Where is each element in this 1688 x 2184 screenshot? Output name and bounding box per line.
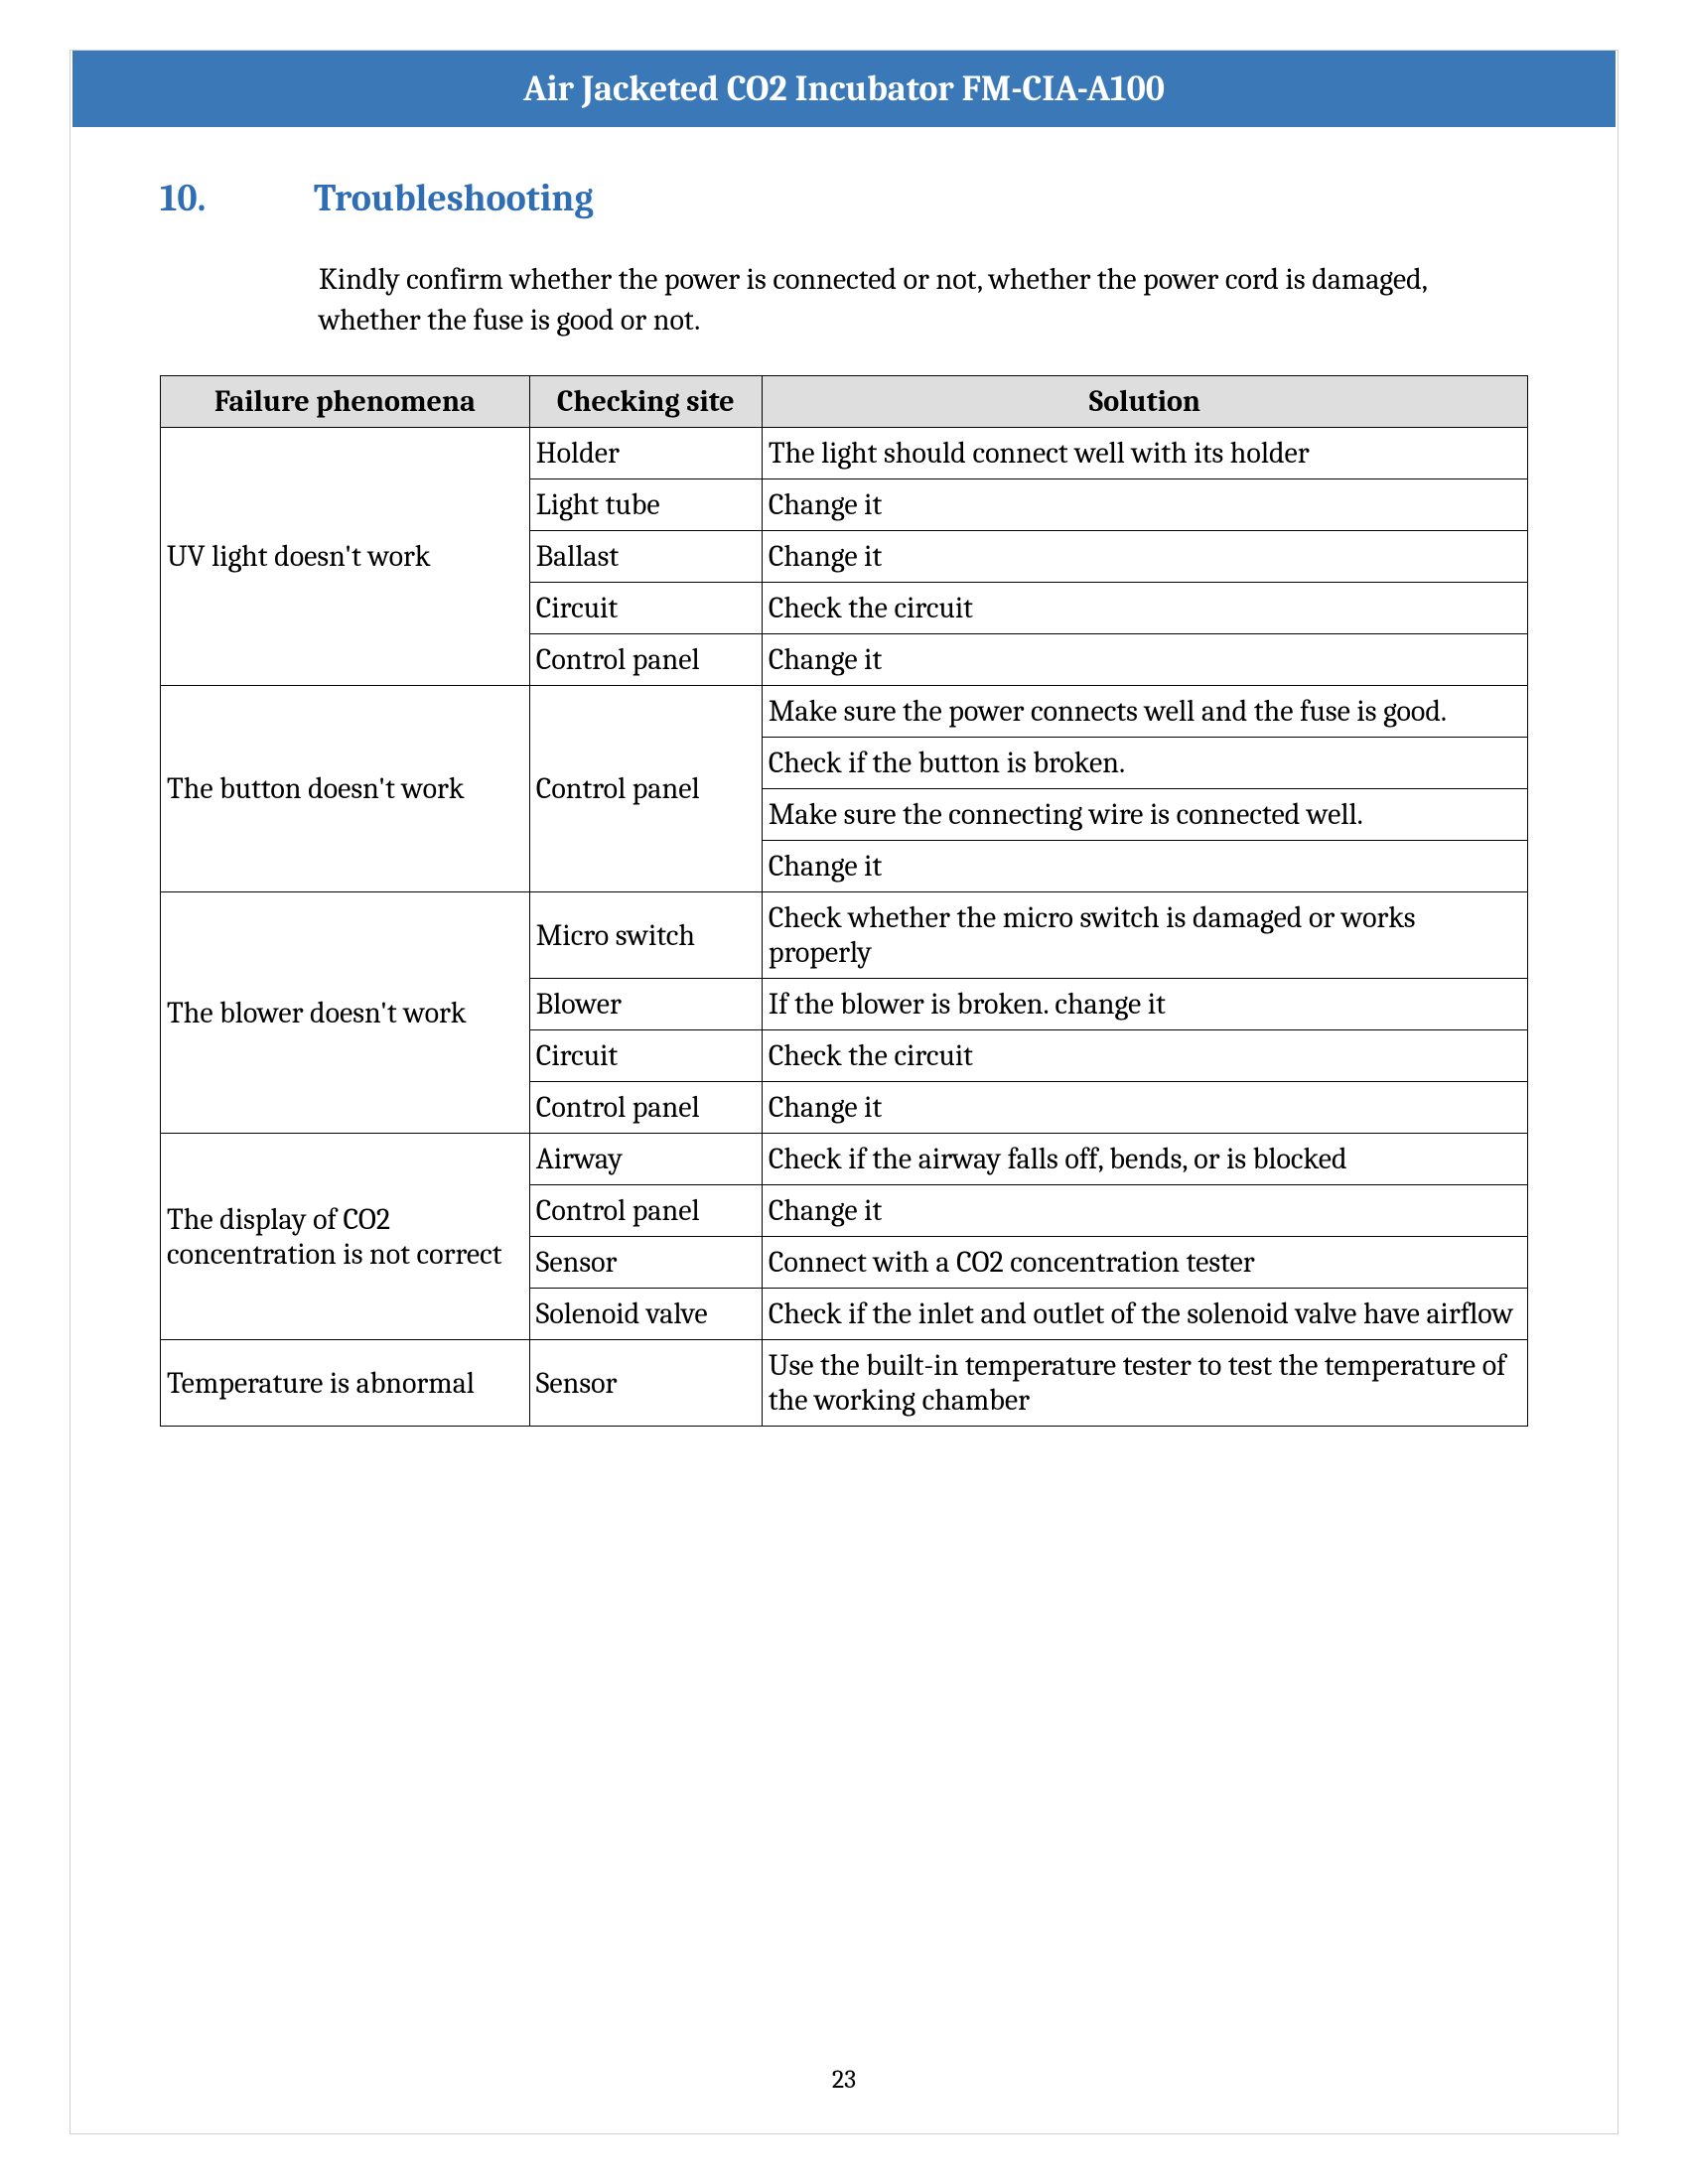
checking-cell: Blower [529,979,762,1030]
solution-cell: Check the circuit [762,583,1527,634]
checking-cell: Control panel [529,1185,762,1237]
checking-cell: Holder [529,428,762,479]
failure-cell: Temperature is abnormal [161,1340,530,1427]
checking-cell: Circuit [529,1030,762,1082]
solution-cell: The light should connect well with its h… [762,428,1527,479]
table-row: The blower doesn't workMicro switchCheck… [161,892,1528,979]
page-border: Air Jacketed CO2 Incubator FM-CIA-A100 1… [70,50,1618,2134]
table-row: The display of CO2 concentration is not … [161,1134,1528,1185]
checking-cell: Micro switch [529,892,762,979]
checking-cell: Ballast [529,531,762,583]
table-header: Failure phenomena Checking site Solution [161,376,1528,428]
troubleshooting-table: Failure phenomena Checking site Solution… [160,375,1528,1427]
solution-cell: Check if the airway falls off, bends, or… [762,1134,1527,1185]
section-number: 10. [160,177,314,220]
solution-cell: Change it [762,1082,1527,1134]
failure-cell: The display of CO2 concentration is not … [161,1134,530,1340]
solution-cell: If the blower is broken. change it [762,979,1527,1030]
checking-cell: Light tube [529,479,762,531]
checking-cell: Solenoid valve [529,1289,762,1340]
checking-cell: Control panel [529,1082,762,1134]
checking-cell: Airway [529,1134,762,1185]
page-number: 23 [0,2065,1688,2095]
solution-cell: Make sure the connecting wire is connect… [762,789,1527,841]
section-title: Troubleshooting [314,177,594,220]
solution-cell: Check if the button is broken. [762,738,1527,789]
solution-cell: Make sure the power connects well and th… [762,686,1527,738]
section-heading: 10.Troubleshooting [160,177,1528,220]
solution-cell: Connect with a CO2 concentration tester [762,1237,1527,1289]
solution-cell: Check the circuit [762,1030,1527,1082]
intro-paragraph: Kindly confirm whether the power is conn… [319,260,1528,341]
failure-cell: The blower doesn't work [161,892,530,1134]
checking-cell: Control panel [529,634,762,686]
solution-cell: Check if the inlet and outlet of the sol… [762,1289,1527,1340]
failure-cell: The button doesn't work [161,686,530,892]
solution-cell: Change it [762,634,1527,686]
solution-cell: Check whether the micro switch is damage… [762,892,1527,979]
table-row: Temperature is abnormalSensorUse the bui… [161,1340,1528,1427]
col-header-failure: Failure phenomena [161,376,530,428]
checking-cell: Sensor [529,1237,762,1289]
checking-cell: Control panel [529,686,762,892]
solution-cell: Change it [762,531,1527,583]
table-row: The button doesn't workControl panelMake… [161,686,1528,738]
solution-cell: Change it [762,1185,1527,1237]
table-header-row: Failure phenomena Checking site Solution [161,376,1528,428]
checking-cell: Sensor [529,1340,762,1427]
document-title: Air Jacketed CO2 Incubator FM-CIA-A100 [523,68,1165,109]
table-body: UV light doesn't workHolderThe light sho… [161,428,1528,1427]
checking-cell: Circuit [529,583,762,634]
solution-cell: Change it [762,479,1527,531]
failure-cell: UV light doesn't work [161,428,530,686]
table-row: UV light doesn't workHolderThe light sho… [161,428,1528,479]
col-header-solution: Solution [762,376,1527,428]
content-area: 10.Troubleshooting Kindly confirm whethe… [70,127,1618,1427]
col-header-checking: Checking site [529,376,762,428]
solution-cell: Change it [762,841,1527,892]
document-header: Air Jacketed CO2 Incubator FM-CIA-A100 [72,51,1616,127]
solution-cell: Use the built-in temperature tester to t… [762,1340,1527,1427]
